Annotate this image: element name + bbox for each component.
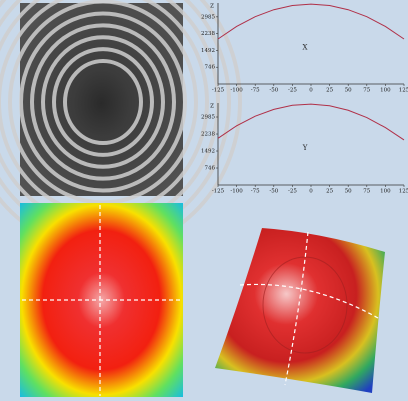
y-tick-label: 746 xyxy=(205,166,216,172)
x-tick-label: -50 xyxy=(269,88,278,94)
x-tick-label: 0 xyxy=(309,88,313,94)
x-tick-label: -100 xyxy=(230,189,243,195)
y-tick-label: 2985 xyxy=(201,115,215,121)
x-tick-label: 0 xyxy=(309,189,313,195)
x-tick-label: 125 xyxy=(399,189,408,195)
x-tick-label: 100 xyxy=(380,189,391,195)
x-tick-label: 75 xyxy=(363,88,370,94)
y-tick-label: 746 xyxy=(205,65,216,71)
x-tick-label: -75 xyxy=(251,189,260,195)
y-tick-label: 1492 xyxy=(201,48,215,54)
chart-label: Y xyxy=(302,144,308,152)
axis-label: Z xyxy=(210,4,214,10)
x-tick-label: 100 xyxy=(380,88,391,94)
x-tick-label: 50 xyxy=(345,189,352,195)
x-tick-label: 25 xyxy=(326,189,333,195)
axis-label: Z xyxy=(210,104,214,110)
x-tick-label: -50 xyxy=(269,189,278,195)
x-tick-label: -25 xyxy=(288,88,297,94)
x-tick-label: -100 xyxy=(230,88,243,94)
y-tick-label: 1492 xyxy=(201,149,215,155)
x-tick-label: 125 xyxy=(399,88,408,94)
y-tick-label: 2238 xyxy=(201,31,215,37)
x-tick-label: -125 xyxy=(212,88,225,94)
x-tick-label: -75 xyxy=(251,88,260,94)
height-map xyxy=(20,203,183,397)
y-tick-label: 2985 xyxy=(201,14,215,20)
profile-line xyxy=(217,103,405,141)
x-tick-label: -125 xyxy=(212,189,225,195)
chart-label: X xyxy=(303,44,308,52)
surface-3d xyxy=(215,228,385,393)
x-tick-label: 75 xyxy=(363,189,370,195)
profile-line xyxy=(217,3,405,40)
y-tick-label: 2238 xyxy=(201,132,215,138)
x-tick-label: 25 xyxy=(326,88,333,94)
x-tick-label: -25 xyxy=(288,189,297,195)
x-tick-label: 50 xyxy=(345,88,352,94)
